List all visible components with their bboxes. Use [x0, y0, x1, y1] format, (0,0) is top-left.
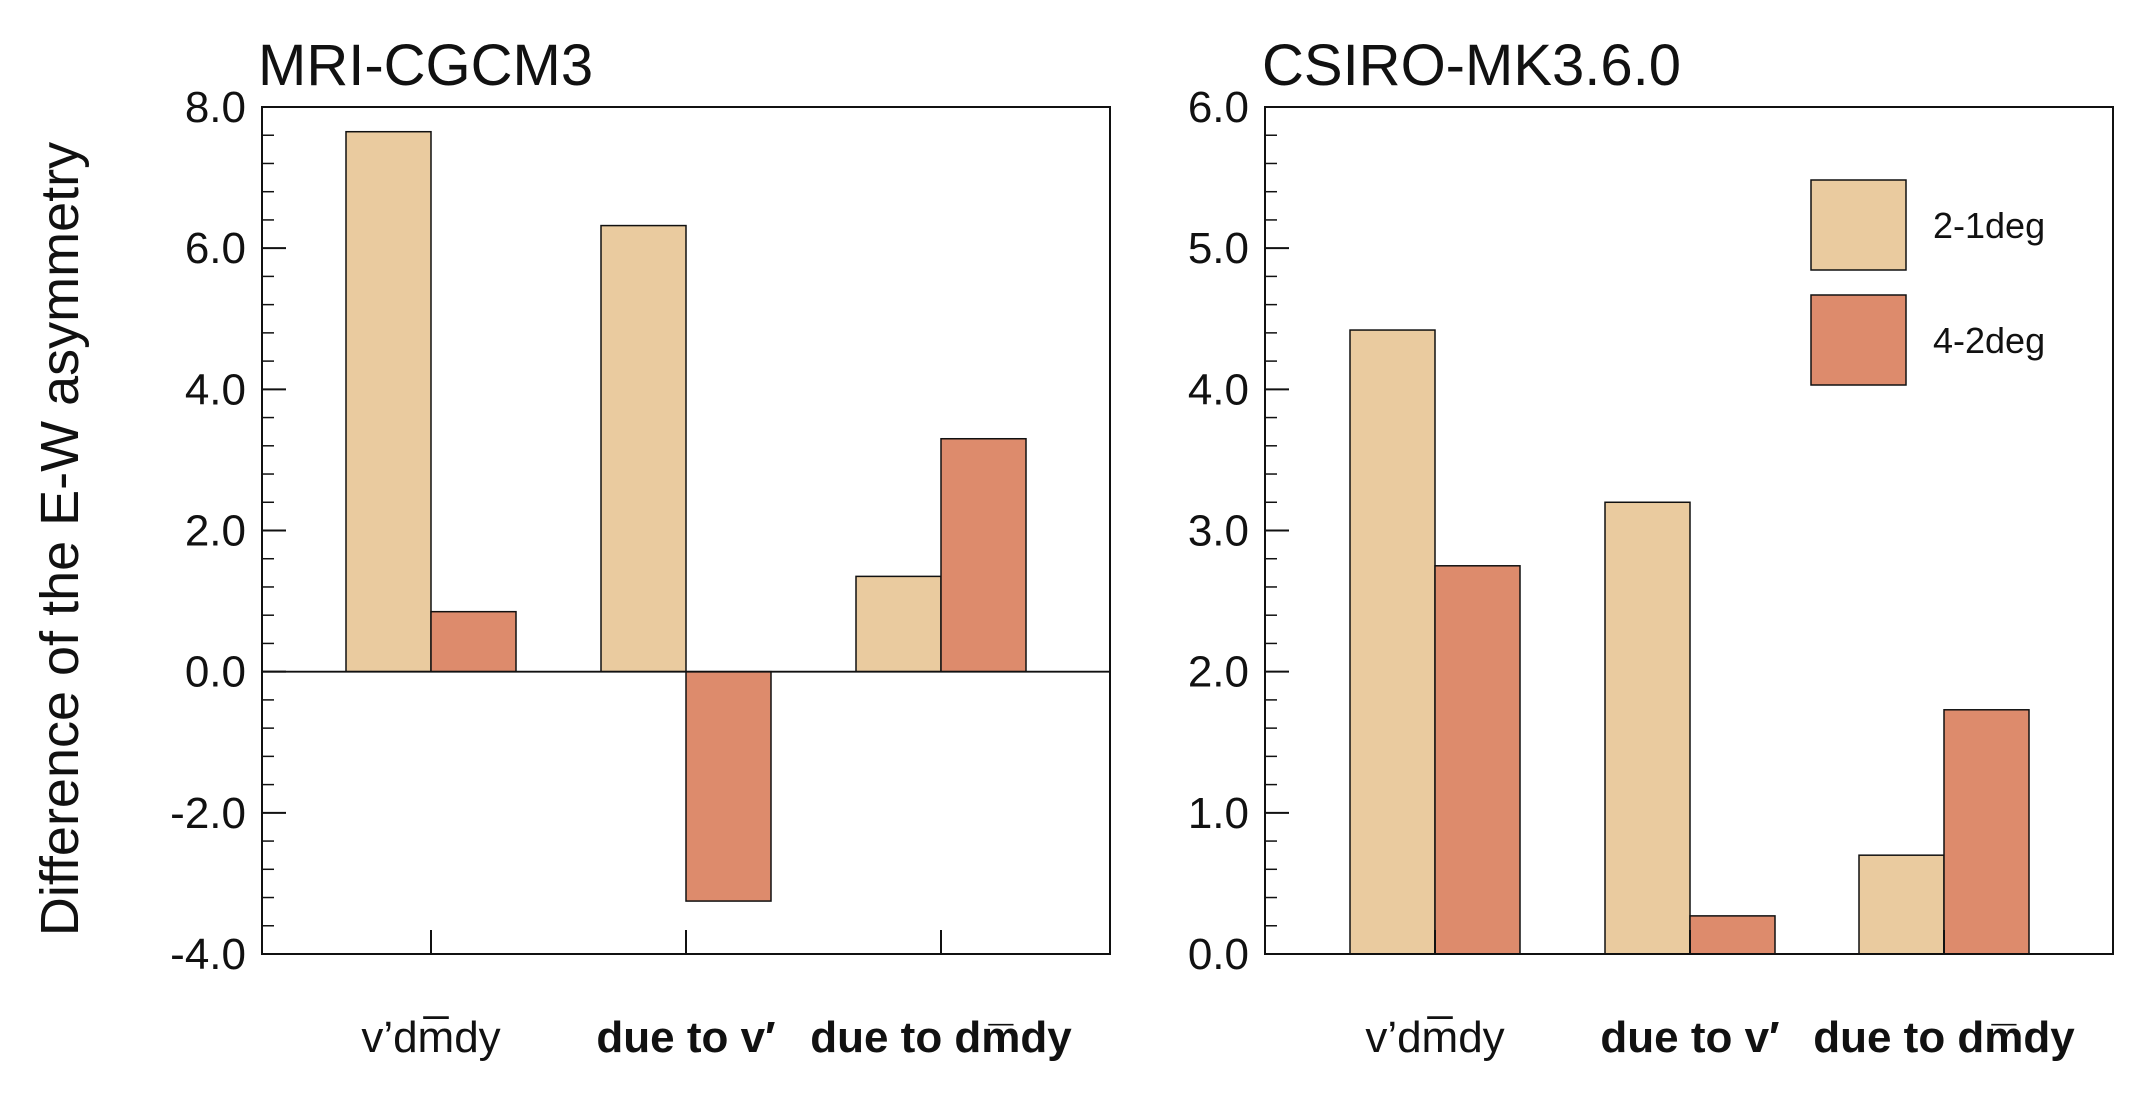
y-tick-label: 0.0 [185, 648, 246, 697]
x-category-label: due to dm̅dy [810, 1013, 1072, 1062]
y-tick-label: 4.0 [185, 365, 246, 414]
legend: 2-1deg 4-2deg [1810, 179, 2045, 386]
legend-label-4-2deg: 4-2deg [1933, 320, 2045, 361]
bar-2-1deg-3 [1858, 854, 1945, 955]
x-category-label: due to dm̅dy [1813, 1013, 2075, 1062]
y-tick-label: 0.0 [1188, 930, 1249, 979]
x-category-label: v’dm̅dy [361, 1013, 500, 1062]
bar-4-2deg-2 [685, 670, 772, 902]
y-tick-label: 1.0 [1188, 789, 1249, 838]
chart-panel-csiro-mk3-6-0: CSIRO-MK3.6.0 0.0 1.0 2.0 3.0 4.0 5.0 6.0 v’dm̅d… [1188, 33, 2114, 1062]
y-tick-label: 2.0 [1188, 648, 1249, 697]
x-category-label: due to v′ [596, 1013, 775, 1062]
y-tick-label: 5.0 [1188, 224, 1249, 273]
chart-panel-mri-cgcm3: MRI-CGCM3 -4.0 -2.0 0.0 2.0 4.0 6.0 8.0 v’dm̅dy d… [170, 33, 1111, 1062]
bar-2-1deg-2 [600, 224, 687, 673]
bar-4-2deg-3 [940, 437, 1027, 673]
y-tick-label: 8.0 [185, 83, 246, 132]
y-tick-label: 6.0 [185, 224, 246, 273]
bar-4-2deg-2 [1689, 915, 1776, 955]
legend-swatch-4-2deg [1810, 294, 1907, 386]
legend-swatch-2-1deg [1810, 179, 1907, 271]
y-tick-label: 6.0 [1188, 83, 1249, 132]
y-tick-label: 3.0 [1188, 507, 1249, 556]
bar-2-1deg-1 [345, 130, 432, 673]
chart-title: MRI-CGCM3 [258, 33, 593, 98]
y-tick-label: 2.0 [185, 507, 246, 556]
bar-4-2deg-1 [430, 610, 517, 673]
bar-2-1deg-2 [1604, 501, 1691, 955]
y-tick-label: 4.0 [1188, 365, 1249, 414]
bar-2-1deg-3 [855, 575, 942, 673]
y-tick-label: -2.0 [170, 789, 246, 838]
x-category-label: due to v′ [1600, 1013, 1779, 1062]
bar-2-1deg-1 [1349, 329, 1436, 955]
x-category-label: v’dm̅dy [1365, 1013, 1504, 1062]
chart-title: CSIRO-MK3.6.0 [1262, 33, 1681, 98]
y-tick-label: -4.0 [170, 930, 246, 979]
bar-4-2deg-3 [1943, 709, 2030, 955]
y-axis-label: Difference of the E-W asymmetry [30, 142, 90, 936]
bar-4-2deg-1 [1434, 565, 1521, 955]
legend-label-2-1deg: 2-1deg [1933, 205, 2045, 246]
